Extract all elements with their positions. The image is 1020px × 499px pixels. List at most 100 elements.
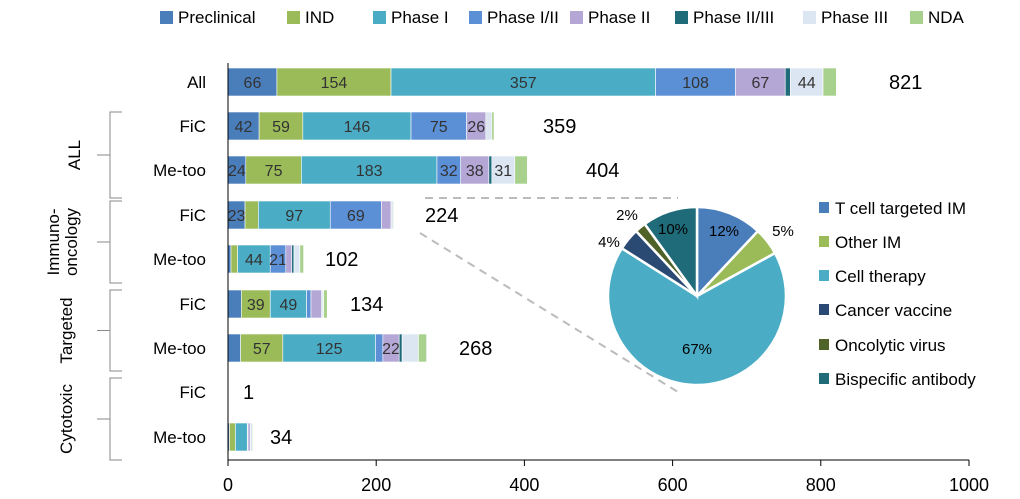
bar-total-1: 359 (543, 116, 576, 138)
bar-segment-8-4 (247, 422, 251, 452)
bar-value-label-0-2: 357 (510, 75, 537, 92)
bar-segment-3-2 (258, 200, 331, 230)
row-label-7: FiC (180, 383, 206, 402)
bar-segment-3-1 (244, 200, 259, 230)
bar-segment-0-4 (735, 67, 786, 97)
legend-label-2: Phase I (391, 8, 449, 27)
legend-label-1: IND (305, 8, 334, 27)
row-label-8: Me-too (153, 428, 206, 447)
pie-chart: 12% 5% 67% 4% 2% 10% (419, 197, 794, 393)
pie-slice-2 (606, 246, 788, 387)
pie-legend-label-2: Cell therapy (835, 267, 926, 286)
legend-swatch-4 (570, 11, 583, 24)
bar-value-label-0-6: 44 (798, 75, 816, 92)
pie-label-0: 12% (709, 223, 739, 240)
bar-segment-8-6 (249, 422, 253, 452)
bar-value-label-1-1: 59 (272, 119, 290, 136)
bar-value-label-6-2: 125 (316, 341, 343, 358)
bar-value-label-1-4: 26 (467, 119, 485, 136)
group-bracket-2 (97, 289, 122, 372)
bar-segment-6-7 (418, 333, 427, 363)
row-label-3: FiC (180, 206, 206, 225)
legend-swatch-3 (469, 11, 482, 24)
bar-total-5: 134 (350, 294, 383, 316)
x-tick-label-3: 600 (658, 475, 688, 495)
bar-segment-5-7 (323, 289, 328, 319)
x-tick-label-2: 400 (509, 475, 539, 495)
bar-segment-4-6 (293, 244, 301, 274)
bar-value-label-6-4: 22 (382, 341, 400, 358)
bar-total-6: 268 (459, 338, 492, 360)
group-label-3: Cytotoxic (57, 384, 76, 454)
bar-value-label-1-2: 146 (344, 119, 371, 136)
bar-segment-1-0 (227, 111, 260, 141)
bar-value-label-0-0: 66 (244, 75, 262, 92)
pie-legend-label-4: Oncolytic virus (835, 336, 946, 355)
bar-segment-2-5 (488, 155, 493, 185)
bar-value-label-3-2: 97 (285, 208, 303, 225)
legend-swatch-5 (675, 11, 688, 24)
bar-legend: Preclinical IND Phase I Phase I/II Phase II P… (160, 8, 965, 27)
bar-segment-8-7 (252, 422, 254, 452)
bar-segment-5-0 (227, 289, 242, 319)
pie-label-5: 10% (658, 221, 688, 238)
bar-segment-0-6 (790, 67, 824, 97)
group-label-2: Targeted (57, 297, 76, 363)
bar-value-label-5-2: 49 (279, 297, 297, 314)
bar-segment-4-5 (291, 244, 295, 274)
bar-segment-3-3 (329, 200, 382, 230)
bar-segment-0-2 (390, 67, 656, 97)
bar-segment-2-1 (245, 155, 302, 185)
legend-swatch-2 (373, 11, 386, 24)
bar-total-0: 821 (889, 72, 922, 94)
legend-swatch-7 (910, 11, 923, 24)
x-tick-label-1: 200 (361, 475, 391, 495)
bar-total-8: 34 (270, 427, 292, 449)
bar-value-label-2-0: 24 (228, 163, 246, 180)
bar-value-label-5-1: 39 (247, 297, 265, 314)
pie-label-2: 67% (682, 341, 712, 358)
x-tick-label-0: 0 (223, 475, 233, 495)
pie-legend: T cell targeted IM Other IM Cell therapy Ca… (819, 199, 976, 389)
group-bracket-1 (97, 200, 122, 284)
bar-value-label-0-3: 108 (682, 75, 709, 92)
x-tick-label-5: 1000 (949, 475, 989, 495)
bar-segment-8-2 (235, 422, 248, 452)
bar-segment-8-1 (229, 422, 236, 452)
row-group-brackets: ALL Immuno-oncology Targeted Cytotoxic (44, 111, 122, 461)
pie-label-1: 5% (772, 223, 794, 240)
bar-segment-3-6 (390, 200, 394, 230)
row-label-4: Me-too (153, 250, 206, 269)
row-label-5: FiC (180, 295, 206, 314)
bar-value-label-4-3: 21 (269, 252, 287, 269)
bar-segment-6-1 (240, 333, 284, 363)
legend-label-6: Phase III (821, 8, 888, 27)
connector-line-bottom (419, 232, 679, 393)
row-label-1: FiC (180, 117, 206, 136)
pie-legend-label-0: T cell targeted IM (835, 199, 966, 218)
bar-segment-0-1 (276, 67, 392, 97)
bar-segment-3-7 (392, 200, 395, 230)
pie-slice-5 (642, 205, 699, 300)
bar-value-label-4-2: 44 (245, 252, 263, 269)
x-tick-label-4: 800 (806, 475, 836, 495)
bar-total-3: 224 (425, 205, 458, 227)
stacked-bars: 66 154 357 108 67 44 42 59 146 75 26 24 75 183 32 38 31 2… (227, 67, 837, 452)
pie-legend-swatch-4 (819, 339, 829, 350)
bar-segment-6-5 (398, 333, 403, 363)
pie-legend-swatch-5 (819, 373, 829, 384)
row-label-6: Me-too (153, 339, 206, 358)
bar-value-label-2-4: 38 (466, 163, 484, 180)
legend-label-7: NDA (928, 8, 965, 27)
bar-segment-5-3 (306, 289, 312, 319)
bar-value-label-3-0: 23 (228, 208, 246, 225)
bar-value-label-3-3: 69 (347, 208, 365, 225)
pie-legend-swatch-1 (819, 236, 829, 247)
pie-label-4: 2% (616, 207, 638, 224)
bar-value-label-2-1: 75 (265, 163, 283, 180)
pie-legend-label-3: Cancer vaccine (835, 301, 952, 320)
group-bracket-0 (97, 111, 122, 199)
row-label-2: Me-too (153, 161, 206, 180)
